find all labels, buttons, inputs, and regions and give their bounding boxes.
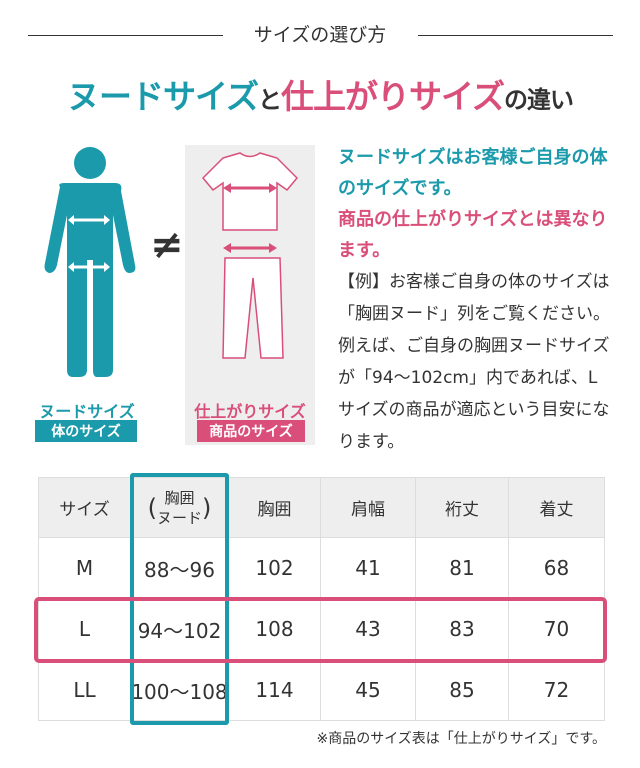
divider-right [418, 35, 613, 36]
cell-chest: 114 [228, 659, 321, 721]
header-nude-chest: (胸囲 ヌード) [130, 477, 229, 538]
cell-nude-chest: 94〜102 [130, 598, 229, 660]
desc-nude: ヌードサイズはお客様ご自身の体のサイズです。 [338, 147, 608, 199]
not-equal-sign: ≠ [150, 222, 184, 268]
cell-shoulder: 41 [320, 537, 416, 599]
cell-chest: 102 [228, 537, 321, 599]
divider-left [28, 35, 223, 36]
row-l-highlight [34, 597, 607, 663]
cell-sleeve: 85 [415, 659, 509, 721]
title-nude: ヌードサイズ [66, 77, 259, 116]
cell-size: M [38, 537, 131, 599]
title-and: と [258, 86, 282, 114]
header-chest: 胸囲 [228, 477, 321, 538]
body-figure-icon [44, 147, 136, 377]
nude-size-label: ヌードサイズ [39, 402, 135, 421]
table-header: サイズ (胸囲 ヌード) 胸囲 肩幅 裄丈 着丈 [38, 477, 605, 538]
page-title: ヌードサイズと仕上がりサイズの違い [0, 70, 640, 118]
cell-size: L [38, 598, 131, 660]
cell-length: 72 [508, 659, 605, 721]
table-row: LL 100〜108 114 45 85 72 [38, 659, 605, 721]
header-length: 着丈 [508, 477, 605, 538]
garment-icon [201, 152, 299, 359]
table-row: M 88〜96 102 41 81 68 [38, 537, 605, 599]
section-subtitle: サイズの選び方 [253, 24, 387, 46]
finished-size-label: 仕上がりサイズ [194, 402, 306, 421]
title-finished: 仕上がりサイズ [281, 77, 505, 116]
cell-length: 68 [508, 537, 605, 599]
cell-shoulder: 43 [320, 598, 416, 660]
cell-sleeve: 81 [415, 537, 509, 599]
desc-finished: 商品の仕上がりサイズとは異なります。 [338, 209, 608, 261]
title-diff: の違い [504, 86, 574, 114]
cell-nude-chest: 100〜108 [130, 659, 229, 721]
cell-shoulder: 45 [320, 659, 416, 721]
footnote: ※商品のサイズ表は「仕上がりサイズ」です。 [316, 731, 607, 747]
size-table: サイズ (胸囲 ヌード) 胸囲 肩幅 裄丈 着丈 M 88〜96 102 41 81 68… [38, 477, 605, 721]
product-size-tag: 商品のサイズ [197, 420, 305, 442]
description: ヌードサイズはお客様ご自身の体のサイズです。 商品の仕上がりサイズとは異なります… [338, 142, 613, 458]
cell-nude-chest: 88〜96 [130, 537, 229, 599]
header-sleeve: 裄丈 [415, 477, 509, 538]
header-nude-chest-label: 胸囲 ヌード [156, 488, 202, 527]
cell-size: LL [38, 659, 131, 721]
desc-example: 【例】お客様ご自身の体のサイズは「胸囲ヌード」列をご覧ください。例えば、ご自身の… [338, 272, 610, 452]
header-size: サイズ [38, 477, 131, 538]
header-shoulder: 肩幅 [320, 477, 416, 538]
body-size-tag: 体のサイズ [35, 420, 137, 442]
